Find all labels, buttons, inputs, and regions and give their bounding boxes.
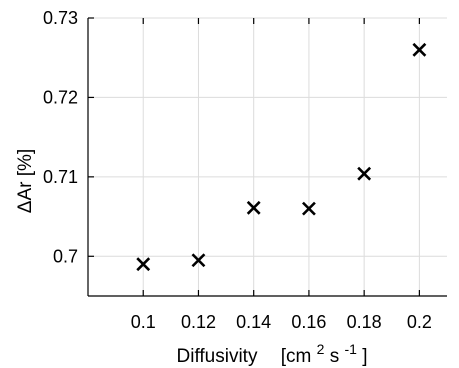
x-tick-label-2: 0.14 (236, 312, 271, 332)
y-tick-label-3: 0.73 (43, 8, 78, 28)
data-point-2 (246, 200, 261, 215)
data-point-4 (357, 166, 372, 181)
y-tick-label-2: 0.72 (43, 87, 78, 107)
data-point-3 (302, 201, 316, 216)
y-tick-label-0: 0.7 (53, 246, 78, 266)
axes (87, 18, 447, 297)
x-tick-label-4: 0.18 (347, 312, 382, 332)
x-axis-label-unit-exp2: -1 (344, 341, 357, 357)
x-axis-label-unit-open: [cm (281, 346, 312, 367)
ticks: 0.1 0.12 0.14 0.16 0.18 0.2 0.7 0.71 0.72 0.73 (43, 8, 432, 332)
y-axis-label: ΔAr [%] (15, 149, 36, 213)
x-tick-label-3: 0.16 (291, 312, 326, 332)
x-axis-label-unit-exp1: 2 (317, 341, 325, 357)
x-axis-label-unit-s: s (330, 346, 340, 367)
x-tick-label-1: 0.12 (181, 312, 216, 332)
x-tick-label-0: 0.1 (131, 312, 156, 332)
data-point-0 (136, 257, 151, 272)
data-point-1 (191, 253, 206, 268)
grid (88, 17, 447, 296)
x-axis-label-name: Diffusivity (177, 346, 258, 367)
data-points (136, 42, 427, 272)
y-tick-label-1: 0.71 (43, 167, 78, 187)
x-tick-label-5: 0.2 (407, 312, 432, 332)
x-axis-label-unit-close: ] (362, 346, 367, 367)
data-point-5 (412, 42, 427, 57)
x-axis-label: Diffusivity [cm 2 s -1 ] (177, 341, 368, 367)
